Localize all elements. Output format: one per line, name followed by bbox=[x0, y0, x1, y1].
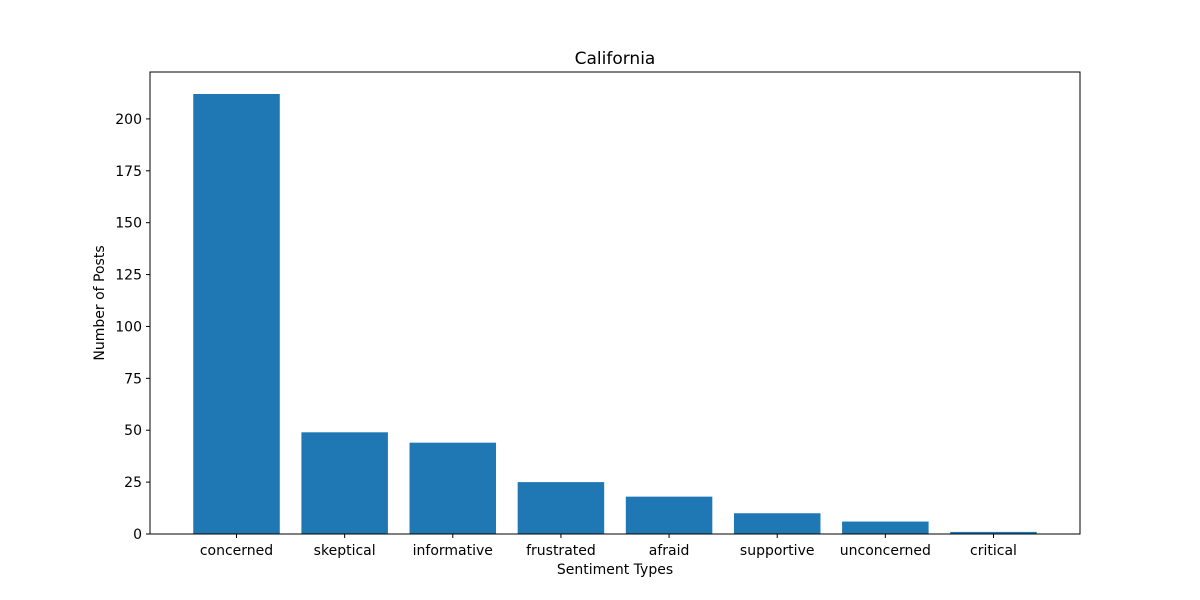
bar-informative bbox=[409, 442, 497, 534]
y-axis-ticks: 0 25 50 75 100 125 150 175 200 bbox=[115, 112, 150, 543]
x-tick-label: critical bbox=[970, 543, 1017, 559]
x-tick-label: informative bbox=[413, 543, 493, 559]
chart-title: California bbox=[575, 49, 656, 69]
x-axis-ticks: concerned skeptical informative frustrated a… bbox=[200, 534, 1017, 559]
x-tick-label: skeptical bbox=[314, 543, 376, 559]
y-tick-label: 200 bbox=[115, 112, 142, 128]
y-tick-label: 175 bbox=[115, 164, 142, 180]
y-tick-label: 100 bbox=[115, 319, 142, 335]
bar-afraid bbox=[625, 496, 713, 534]
bar-concerned bbox=[193, 94, 280, 534]
plot-frame bbox=[149, 71, 1081, 535]
y-axis-label: Number of Posts bbox=[92, 245, 108, 360]
x-tick-label: afraid bbox=[649, 543, 690, 559]
x-tick-label: frustrated bbox=[526, 543, 596, 559]
y-tick-label: 50 bbox=[124, 423, 142, 439]
y-tick-label: 25 bbox=[124, 475, 142, 491]
x-axis-label: Sentiment Types bbox=[557, 562, 673, 578]
bar-frustrated bbox=[517, 482, 605, 534]
bars-group bbox=[193, 94, 1037, 534]
y-tick-label: 150 bbox=[115, 216, 142, 232]
x-tick-label: unconcerned bbox=[840, 543, 931, 559]
y-tick-label: 125 bbox=[115, 268, 142, 284]
x-tick-label: supportive bbox=[740, 543, 815, 559]
y-tick-label: 0 bbox=[133, 527, 142, 543]
bar-critical bbox=[950, 531, 1037, 534]
x-tick-label: concerned bbox=[200, 543, 273, 559]
bar-unconcerned bbox=[842, 521, 929, 534]
y-tick-label: 75 bbox=[124, 371, 142, 387]
bar-supportive bbox=[733, 513, 821, 534]
bar-skeptical bbox=[301, 432, 388, 534]
